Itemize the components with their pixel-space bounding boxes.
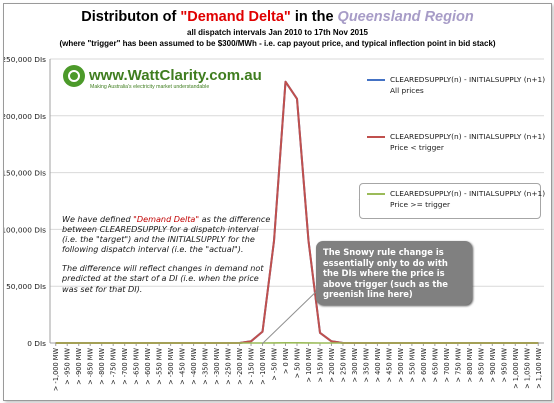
- legend-sublabel: Price < trigger: [390, 143, 444, 152]
- x-tick-label: > -600 MW: [144, 348, 152, 385]
- x-tick-label: > -350 MW: [202, 348, 210, 385]
- title-part2: in the: [290, 9, 338, 25]
- legend-label: CLEAREDSUPPLY(n) - INITIALSUPPLY (n+1): [390, 75, 546, 84]
- x-tick-label: > -550 MW: [156, 348, 164, 385]
- x-tick-label: > -500 MW: [167, 348, 175, 385]
- y-tick-label: 0 DIs: [27, 339, 46, 348]
- gridlines: [49, 58, 544, 344]
- x-tick-label: > -400 MW: [190, 348, 198, 385]
- note-text: as the difference between CLEAREDSUPPLY …: [62, 214, 271, 255]
- x-tick-label: > 350 MW: [362, 348, 370, 383]
- x-axis-ticks: > -1,000 MW > -950 MW > -900 MW > -850 MW > …: [52, 343, 543, 391]
- x-tick-label: > 250 MW: [339, 348, 347, 383]
- x-tick-label: > 950 MW: [500, 348, 508, 383]
- x-tick-label: > -950 MW: [64, 348, 72, 385]
- x-tick-label: > 500 MW: [397, 348, 405, 383]
- callout-pointer: [261, 285, 323, 345]
- x-tick-label: > 700 MW: [443, 348, 451, 383]
- title-region: Queensland Region: [337, 9, 474, 25]
- x-tick-label: > -700 MW: [121, 348, 129, 385]
- chart-subtitle-2: (where "trigger" has been assumed to be …: [59, 39, 496, 48]
- series-lines: [55, 80, 539, 344]
- legend-sublabel: All prices: [390, 86, 424, 95]
- legend-box: [359, 183, 541, 219]
- title-highlight: "Demand Delta": [180, 9, 291, 25]
- y-tick-label: 200,000 DIs: [4, 112, 46, 121]
- x-tick-label: > 1,050 MW: [523, 348, 531, 389]
- x-tick-label: > 0 MW: [282, 348, 290, 375]
- legend-swatch: [367, 193, 385, 195]
- x-tick-label: > -650 MW: [133, 348, 141, 385]
- y-tick-label: 50,000 DIs: [6, 282, 46, 291]
- callout-box: The Snowy rule change is essentially onl…: [316, 241, 472, 305]
- x-tick-label: > 450 MW: [385, 348, 393, 383]
- legend-swatch: [367, 79, 385, 81]
- x-tick-label: > -1,000 MW: [52, 348, 60, 392]
- x-tick-label: > -150 MW: [248, 348, 256, 385]
- x-tick-label: > 1,100 MW: [535, 348, 543, 389]
- x-tick-label: > -850 MW: [87, 348, 95, 385]
- x-tick-label: > 1,000 MW: [512, 348, 520, 389]
- chart-title: Distributon of "Demand Delta" in the Que…: [4, 9, 551, 25]
- x-tick-label: > 600 MW: [420, 348, 428, 383]
- x-tick-label: > 150 MW: [316, 348, 324, 383]
- x-tick-label: > 750 MW: [454, 348, 462, 383]
- x-tick-label: > 50 MW: [294, 348, 302, 379]
- wattclarity-logo: www.WattClarity.com.au Making Australia'…: [59, 64, 262, 94]
- x-tick-label: > 850 MW: [477, 348, 485, 383]
- y-tick-label: 100,000 DIs: [4, 225, 46, 234]
- chart-canvas: 0 DIs 50,000 DIs 100,000 DIs 150,000 DIs 200…: [4, 55, 544, 391]
- x-tick-label: > -200 MW: [236, 348, 244, 385]
- x-tick-label: > -300 MW: [213, 348, 221, 385]
- logo-icon: [63, 65, 85, 87]
- x-tick-label: > -450 MW: [179, 348, 187, 385]
- title-part1: Distributon of: [81, 9, 181, 25]
- legend-label: CLEAREDSUPPLY(n) - INITIALSUPPLY (n+1): [390, 189, 546, 198]
- x-tick-label: > 550 MW: [408, 348, 416, 383]
- definition-para-1: We have defined "Demand Delta" as the di…: [62, 214, 272, 254]
- note-text: We have defined: [62, 214, 134, 224]
- x-tick-label: > -100 MW: [259, 348, 267, 385]
- x-tick-label: > 900 MW: [489, 348, 497, 383]
- x-tick-label: > -800 MW: [98, 348, 106, 385]
- x-tick-label: > -900 MW: [75, 348, 83, 385]
- legend-sublabel: Price >= trigger: [390, 200, 451, 209]
- x-tick-label: > 400 MW: [374, 348, 382, 383]
- legend-label: CLEAREDSUPPLY(n) - INITIALSUPPLY (n+1): [390, 132, 546, 141]
- logo-name: www.WattClarity.com.au: [89, 67, 262, 84]
- x-tick-label: > 650 MW: [431, 348, 439, 383]
- logo-tagline: Making Australia's electricity market un…: [90, 84, 210, 90]
- x-tick-label: > 300 MW: [351, 348, 359, 383]
- definition-para-2: The difference will reflect changes in d…: [62, 263, 264, 294]
- chart-subtitle-1: all dispatch intervals Jan 2010 to 17th …: [187, 28, 368, 37]
- y-axis-ticks: 0 DIs 50,000 DIs 100,000 DIs 150,000 DIs 200…: [4, 55, 46, 348]
- callout-text: The Snowy rule change is essentially onl…: [323, 247, 448, 300]
- chart-frame: 0 DIs 50,000 DIs 100,000 DIs 150,000 DIs 200…: [3, 3, 552, 401]
- x-tick-label: > 200 MW: [328, 348, 336, 383]
- y-tick-label: 150,000 DIs: [4, 169, 46, 178]
- x-tick-label: > -250 MW: [225, 348, 233, 385]
- x-tick-label: > 100 MW: [305, 348, 313, 383]
- x-tick-label: > 800 MW: [466, 348, 474, 383]
- legend-swatch: [367, 136, 385, 138]
- x-tick-label: > -750 MW: [110, 348, 118, 385]
- definition-note: We have defined "Demand Delta" as the di…: [62, 214, 272, 303]
- y-tick-label: 250,000 DIs: [4, 55, 46, 64]
- x-tick-label: > -50 MW: [271, 348, 279, 381]
- note-highlight: "Demand Delta": [133, 214, 200, 224]
